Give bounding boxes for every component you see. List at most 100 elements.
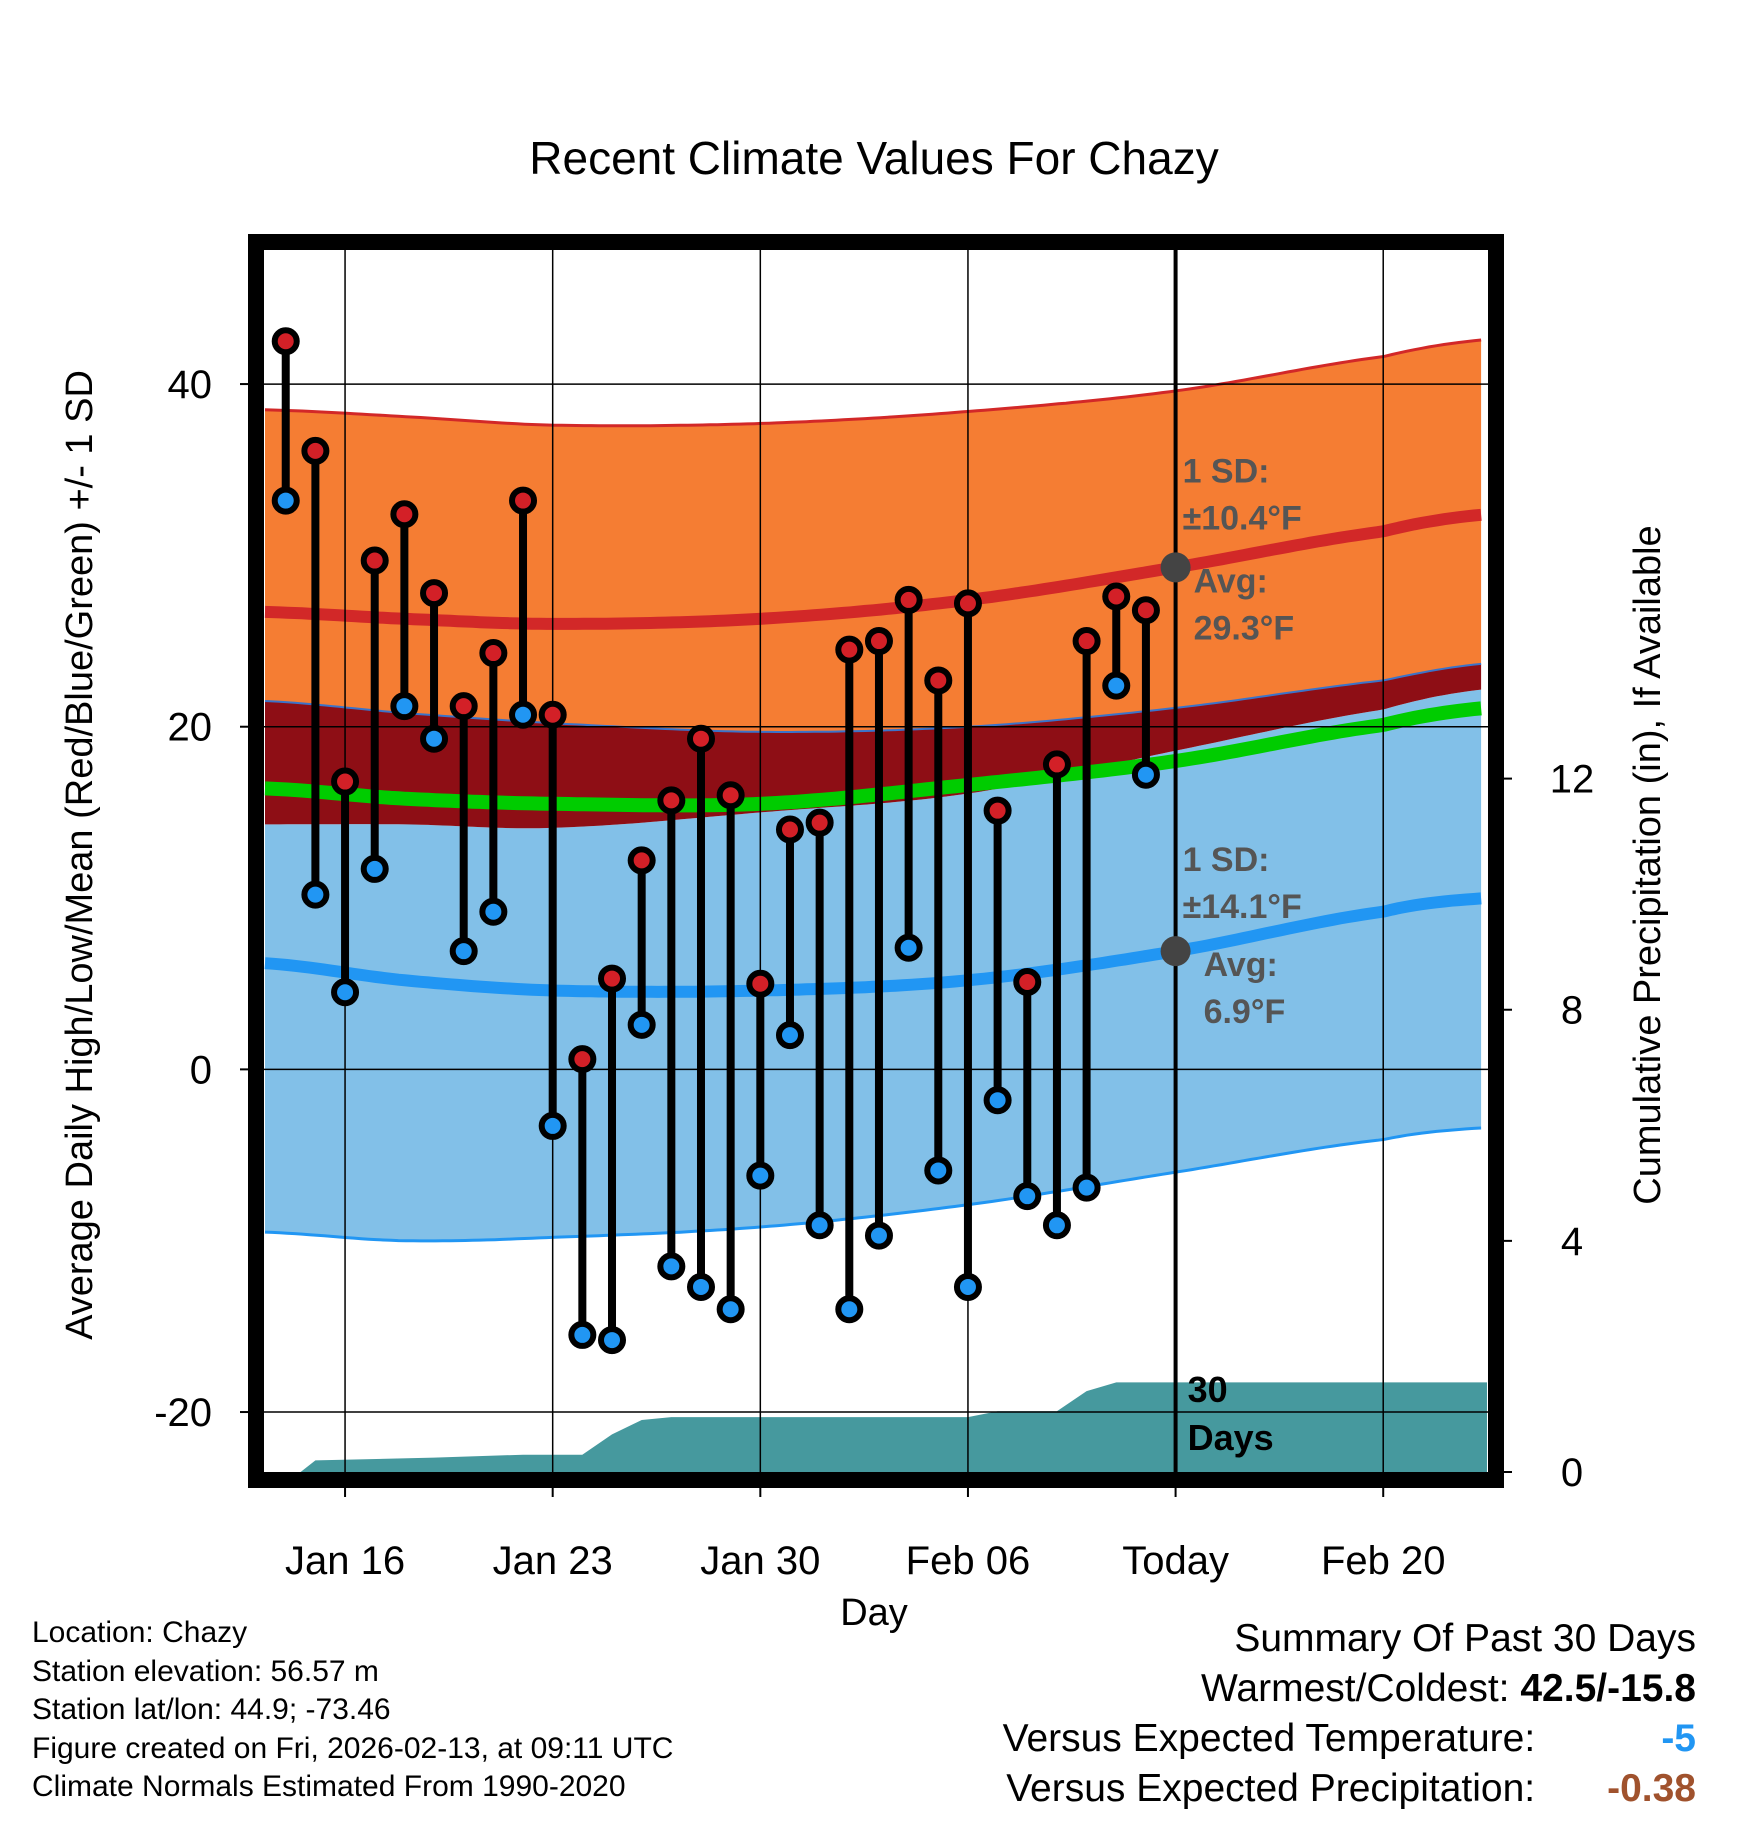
low-temp-point	[657, 1252, 686, 1281]
high-temp-point	[449, 692, 478, 721]
low-temp-point	[805, 1211, 834, 1240]
low-temp-point	[479, 897, 508, 926]
chart-title: Recent Climate Values For Chazy	[529, 132, 1218, 184]
high-temp-point	[1042, 750, 1071, 779]
day-bar	[775, 815, 804, 1050]
low-temp-point	[538, 1111, 567, 1140]
left-tick-label: 0	[190, 1048, 212, 1092]
low-temp-point	[568, 1320, 597, 1349]
x-tick-label: Jan 16	[285, 1539, 405, 1583]
high-temp-point	[538, 700, 567, 729]
day-bar	[716, 781, 745, 1324]
high-temp-point	[420, 579, 449, 608]
location-text: Location: Chazy	[32, 1616, 248, 1649]
day-bar	[449, 692, 478, 966]
day-bar	[627, 846, 656, 1039]
high-temp-point	[1013, 968, 1042, 996]
day-bar	[805, 808, 834, 1240]
station-info: Location: Chazy Station elevation: 56.57…	[32, 1614, 673, 1807]
high-temp-point	[924, 666, 953, 695]
high-sd-value: ±10.4°F	[1183, 499, 1302, 537]
high-temp-point	[775, 815, 804, 844]
normals-text: Climate Normals Estimated From 1990-2020	[32, 1770, 626, 1803]
low-temp-point	[360, 854, 389, 883]
low-temp-point	[864, 1221, 893, 1250]
low-temp-point	[775, 1021, 804, 1050]
day-bar	[598, 964, 627, 1355]
high-temp-point	[746, 969, 775, 998]
low-mean-line	[264, 892, 1482, 998]
latlon-text: Station lat/lon: 44.9; -73.46	[32, 1693, 391, 1726]
left-tick-label: 20	[168, 706, 213, 750]
high-temp-point	[271, 327, 300, 356]
y-axis-label-right: Cumulative Precipitation (in), If Availa…	[1627, 525, 1669, 1204]
high-avg-marker	[1160, 552, 1191, 583]
warmest-label: Warmest/Coldest:	[1201, 1667, 1510, 1710]
low-temp-point	[953, 1272, 982, 1301]
day-bar	[301, 436, 330, 909]
day-bar	[864, 627, 893, 1250]
day-bar	[894, 585, 923, 962]
low-temp-point	[835, 1295, 864, 1324]
low-avg-label: Avg:	[1204, 946, 1278, 984]
low-sd-value: ±14.1°F	[1183, 888, 1302, 926]
high-temp-point	[331, 767, 360, 796]
day-bar	[479, 639, 508, 926]
day-bar	[1131, 596, 1160, 789]
low-avg-marker	[1160, 936, 1191, 967]
high-upper-edge	[264, 338, 1482, 428]
high-avg-label: Avg:	[1194, 562, 1268, 600]
day-bar	[924, 666, 953, 1185]
x-tick-label: Feb 06	[906, 1539, 1031, 1583]
overlap-band	[265, 663, 1482, 829]
day-bar	[538, 700, 567, 1140]
low-lower-edge	[264, 1126, 1482, 1243]
high-temp-point	[627, 846, 656, 875]
low-temp-point	[509, 700, 538, 729]
created-text: Figure created on Fri, 2026-02-13, at 09…	[32, 1731, 674, 1765]
low-temp-point	[301, 880, 330, 909]
day-bar	[1072, 627, 1101, 1202]
low-temp-point	[1072, 1173, 1101, 1202]
precip-area	[265, 1382, 1487, 1472]
right-tick-label: 12	[1550, 758, 1595, 802]
high-temp-point	[953, 589, 982, 618]
high-mean-line	[264, 508, 1482, 630]
summary-warmest-row: Warmest/Coldest: 42.5/-15.8	[796, 1664, 1696, 1714]
high-temp-point	[657, 786, 686, 815]
day-bar	[568, 1045, 597, 1349]
day-bar	[686, 724, 715, 1301]
high-temp-point	[1102, 582, 1131, 611]
high-temp-point	[716, 781, 745, 810]
low-temp-point	[1102, 671, 1131, 700]
day-bar	[835, 635, 864, 1324]
left-tick-label: -20	[154, 1391, 212, 1435]
precip-value: -0.38	[1607, 1767, 1696, 1810]
day-bar	[1102, 582, 1131, 700]
low-temp-point	[598, 1326, 627, 1355]
x-tick-label: Jan 30	[700, 1539, 820, 1583]
warmest-value: 42.5/-15.8	[1520, 1667, 1696, 1710]
temp-value: -5	[1661, 1717, 1696, 1760]
high-avg-value: 29.3°F	[1194, 609, 1295, 647]
day-bar	[271, 327, 300, 515]
high-temp-point	[805, 808, 834, 837]
low-temp-point	[924, 1156, 953, 1185]
right-tick-label: 8	[1561, 989, 1583, 1033]
low-temp-point	[420, 724, 449, 753]
low-temp-point	[331, 978, 360, 1007]
low-avg-value: 6.9°F	[1204, 993, 1286, 1031]
high-temp-point	[301, 436, 330, 465]
low-temp-point	[894, 933, 923, 962]
high-temp-point	[360, 546, 389, 575]
day-bar	[657, 786, 686, 1281]
day-bar	[509, 486, 538, 729]
summary-precip-row: Versus Expected Precipitation: -0.38	[796, 1764, 1696, 1814]
day-bar	[1042, 750, 1071, 1240]
summary-title: Summary Of Past 30 Days	[1234, 1617, 1696, 1660]
low-temp-point	[983, 1086, 1012, 1115]
high-temp-point	[1131, 596, 1160, 625]
low-temp-point	[271, 486, 300, 515]
low-temp-point	[1131, 760, 1160, 789]
